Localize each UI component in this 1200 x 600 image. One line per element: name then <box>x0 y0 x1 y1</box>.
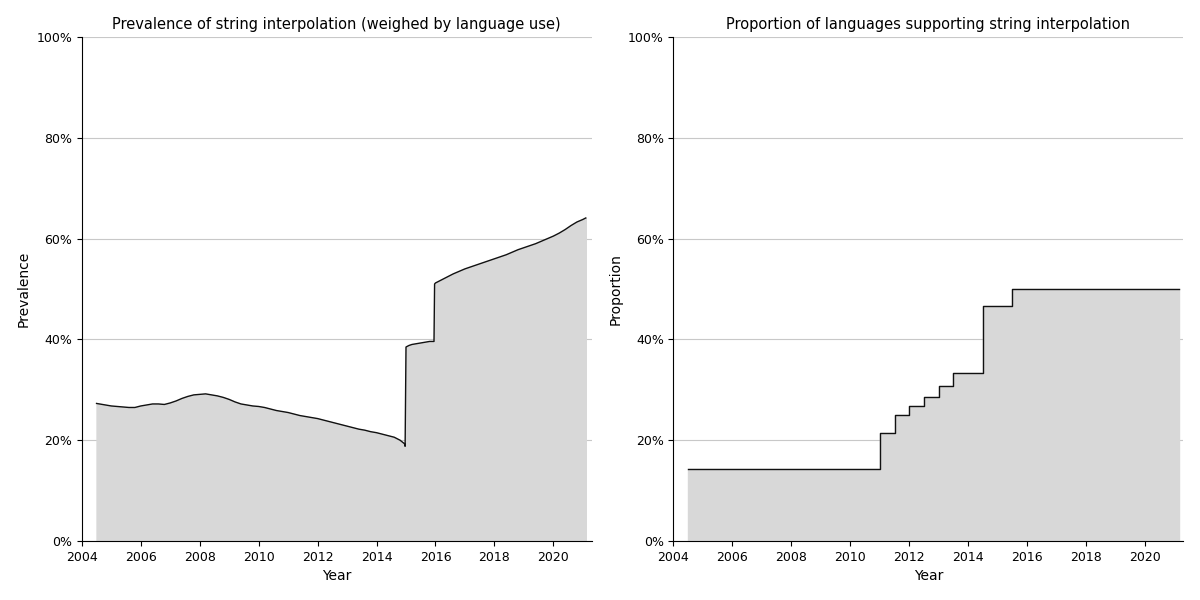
Y-axis label: Prevalence: Prevalence <box>17 251 31 327</box>
Y-axis label: Proportion: Proportion <box>608 253 623 325</box>
X-axis label: Year: Year <box>322 569 352 583</box>
Title: Prevalence of string interpolation (weighed by language use): Prevalence of string interpolation (weig… <box>113 17 562 32</box>
Title: Proportion of languages supporting string interpolation: Proportion of languages supporting strin… <box>726 17 1130 32</box>
X-axis label: Year: Year <box>913 569 943 583</box>
